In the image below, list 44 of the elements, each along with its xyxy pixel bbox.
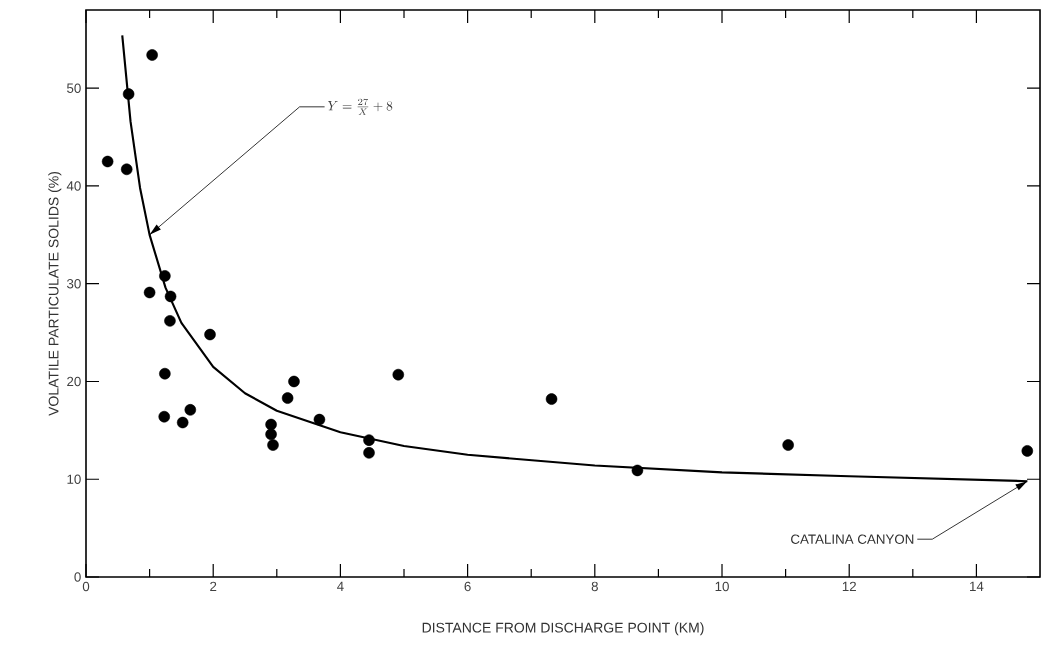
x-tick-label: 8 — [591, 581, 598, 592]
y-tick-label: 0 — [74, 572, 81, 582]
point — [164, 315, 176, 327]
point — [313, 413, 326, 426]
y-tick-label: 20 — [67, 376, 81, 387]
point — [267, 439, 279, 451]
x-tick-label: 2 — [210, 581, 217, 592]
point — [158, 410, 170, 423]
point — [363, 447, 375, 459]
point — [159, 270, 171, 282]
point — [184, 404, 197, 416]
annotation: CATALINA CANYON — [791, 534, 914, 544]
x-tick-label: 10 — [715, 581, 729, 592]
x-tick-label: 14 — [970, 581, 984, 591]
point — [176, 416, 189, 429]
x-tick-label: 12 — [842, 581, 856, 592]
point — [204, 328, 216, 341]
point — [101, 155, 114, 168]
y-tick-label: 40 — [66, 181, 81, 191]
point — [265, 428, 277, 441]
x-tick-label: 6 — [464, 581, 471, 592]
x-axis-title: DISTANCE FROM DISCHARGE POINT (KM) — [422, 622, 704, 636]
point — [146, 49, 158, 61]
point — [782, 439, 794, 451]
point — [120, 163, 133, 176]
annotation: $Y = \frac{27}{X} + 8$ — [328, 98, 393, 115]
point — [363, 434, 375, 446]
point — [392, 368, 405, 381]
point — [545, 393, 558, 405]
y-tick-label: 50 — [67, 83, 81, 93]
point — [631, 464, 644, 477]
point — [143, 286, 156, 299]
y-axis-title: VOLATILE PARTICULATE SOLIDS (%) — [48, 171, 62, 416]
point — [164, 290, 177, 303]
point — [281, 392, 294, 404]
point — [1021, 445, 1034, 457]
y-tick-label: 10 — [67, 474, 81, 484]
point — [288, 375, 300, 388]
point — [265, 418, 277, 431]
x-tick-label: 0 — [82, 581, 90, 592]
x-tick-label: 4 — [337, 581, 344, 591]
point — [122, 88, 135, 100]
point — [159, 367, 171, 380]
y-tick-label: 30 — [66, 279, 81, 289]
